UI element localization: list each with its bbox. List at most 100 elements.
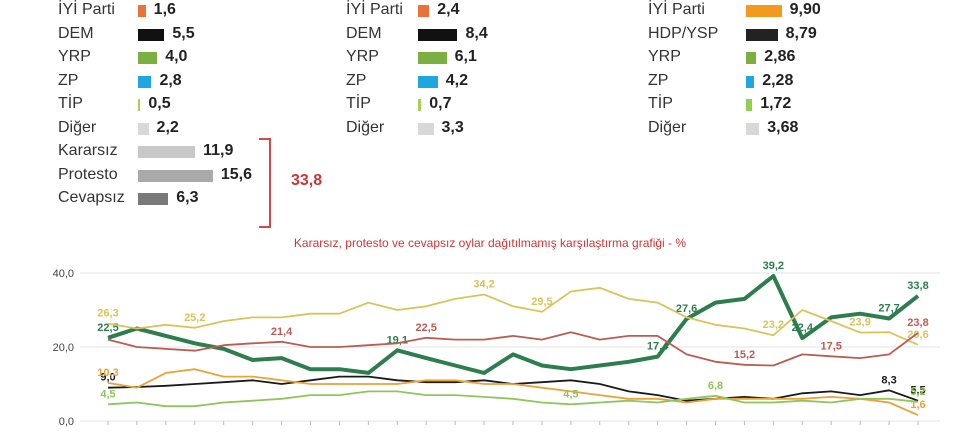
value-bar (138, 99, 141, 111)
data-label: 17,4 (647, 341, 669, 353)
party-label: YRP (648, 48, 681, 65)
data-label: 23,8 (907, 317, 928, 329)
result-row: İYİ Parti 9,90 (648, 0, 948, 21)
data-label: 21,4 (271, 326, 293, 338)
value-bar (138, 75, 152, 88)
result-row: TİP 0,5 (58, 93, 358, 115)
result-row: Diğer 3,68 (648, 117, 948, 139)
data-label: 5,2 (910, 386, 925, 398)
series-line (107, 331, 919, 367)
party-label: Cevapsız (58, 189, 125, 206)
party-label: TİP (648, 95, 673, 112)
party-value: 2,2 (156, 118, 179, 136)
y-tick-label: 0,0 (59, 416, 74, 428)
value-bar (138, 122, 149, 135)
result-row: Protesto 15,6 (58, 164, 358, 186)
party-value: 2,8 (159, 71, 182, 89)
party-value: 4,0 (165, 48, 188, 65)
data-label: 6,8 (708, 380, 723, 392)
result-row: TİP 0,7 (346, 93, 606, 115)
party-label: YRP (346, 48, 379, 65)
party-value: 8,79 (785, 24, 817, 42)
value-bar (418, 75, 438, 88)
party-label: Protesto (58, 165, 118, 183)
party-label: ZP (648, 71, 669, 89)
value-bar (746, 122, 760, 135)
party-label: İYİ Parti (58, 1, 115, 18)
party-value: 11,9 (203, 142, 234, 159)
result-row: YRP 4,0 (58, 46, 358, 68)
data-label: 15,2 (734, 349, 755, 361)
result-row: Cevapsız 6,3 (58, 187, 358, 209)
party-label: ZP (346, 71, 367, 89)
result-row: İYİ Parti 2,4 (346, 0, 606, 21)
party-value: 15,6 (220, 165, 253, 183)
party-label: DEM (58, 24, 94, 42)
data-label: 4,5 (563, 388, 578, 400)
value-bar (418, 5, 430, 17)
data-label: 27,6 (676, 303, 697, 315)
party-value: 6,3 (176, 189, 199, 206)
result-row: YRP 6,1 (346, 46, 606, 68)
result-row: ZP 2,28 (648, 70, 948, 92)
party-value: 1,72 (760, 95, 792, 112)
value-bar (418, 28, 458, 41)
value-bar (746, 28, 778, 41)
chart-title: Kararsız, protesto ve cevapsız oylar dağ… (293, 236, 687, 250)
result-row: ZP 2,8 (58, 70, 358, 92)
party-label: İYİ Parti (346, 1, 403, 18)
party-label: Diğer (346, 118, 385, 136)
value-bar (138, 193, 169, 205)
data-label: 4,5 (100, 388, 115, 400)
data-label: 22,4 (792, 322, 814, 334)
data-label: 23,9 (849, 317, 870, 329)
value-bar (746, 5, 782, 17)
series-line (107, 375, 919, 402)
party-label: Kararsız (58, 142, 118, 159)
party-label: TİP (346, 95, 371, 112)
party-value: 2,4 (437, 1, 460, 18)
result-row: YRP 2,86 (648, 46, 948, 68)
party-label: ZP (58, 71, 79, 89)
data-label: 29,5 (531, 296, 552, 308)
y-tick-label: 40,0 (53, 268, 74, 280)
value-bar (138, 169, 213, 182)
data-label: 33,8 (907, 280, 928, 292)
series-line (107, 286, 919, 346)
y-tick-label: 20,0 (53, 342, 74, 354)
result-row: İYİ Parti 1,6 (58, 0, 358, 21)
result-row: DEM 8,4 (346, 23, 606, 45)
data-label: 8,3 (881, 374, 896, 386)
party-value: 5,5 (172, 24, 195, 42)
data-label: 39,2 (763, 260, 784, 272)
data-label: 34,2 (473, 278, 494, 290)
series-line (107, 274, 920, 375)
party-value: 4,2 (445, 71, 468, 89)
value-bar (138, 5, 146, 17)
party-value: 0,5 (148, 95, 171, 112)
party-label: YRP (58, 48, 91, 65)
value-bar (138, 146, 196, 158)
party-value: 3,68 (767, 118, 799, 136)
result-row: HDP/YSP 8,79 (648, 23, 948, 45)
data-label: 23,2 (763, 319, 784, 331)
party-value: 2,28 (762, 71, 794, 89)
party-value: 6,1 (454, 48, 477, 65)
value-bar (138, 28, 165, 41)
party-label: HDP/YSP (648, 24, 719, 42)
party-label: İYİ Parti (648, 1, 705, 18)
series-line (107, 390, 919, 408)
line-chart: 0,020,040,022,519,117,427,639,222,427,73… (53, 260, 940, 428)
result-row: ZP 4,2 (346, 70, 606, 92)
result-row: Kararsız 11,9 (58, 140, 358, 162)
value-bar (418, 99, 422, 111)
data-label: 9,0 (100, 372, 115, 384)
value-bar (746, 99, 753, 111)
data-label: 26,3 (97, 308, 118, 320)
party-value: 0,7 (429, 95, 452, 112)
data-label: 10,3 (97, 367, 118, 379)
data-label: 27,7 (878, 303, 899, 315)
value-bar (746, 75, 755, 88)
data-label: 22,5 (97, 322, 118, 334)
undecided-bracket (259, 138, 271, 228)
